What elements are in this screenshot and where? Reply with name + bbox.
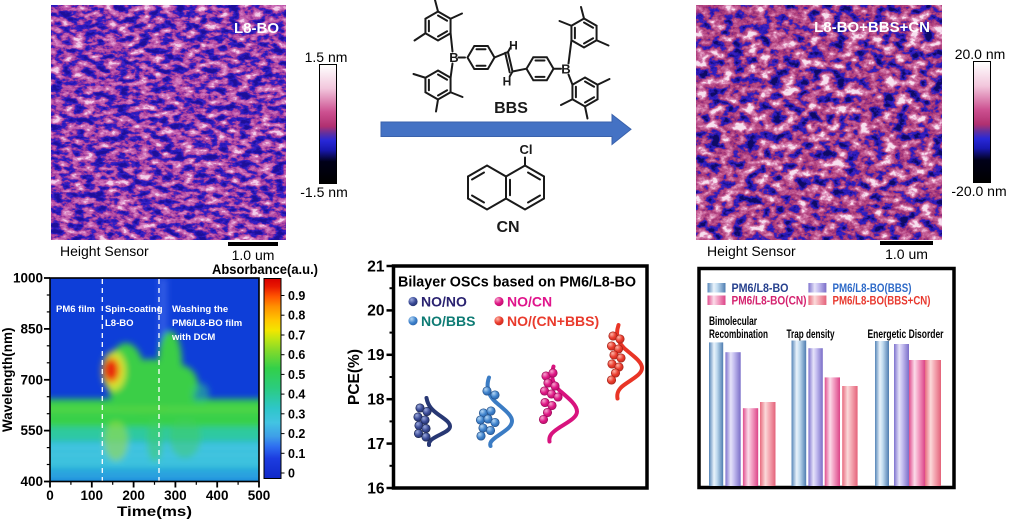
svg-text:0.5: 0.5 <box>288 368 305 382</box>
svg-text:Absorbance(a.u.): Absorbance(a.u.) <box>212 261 318 277</box>
svg-text:PM6 film: PM6 film <box>56 304 95 315</box>
svg-text:B: B <box>561 62 570 77</box>
svg-text:550: 550 <box>20 423 43 438</box>
svg-text:L8-BO+BBS+CN: L8-BO+BBS+CN <box>814 19 930 36</box>
svg-text:400: 400 <box>20 474 43 489</box>
svg-text:0: 0 <box>46 488 54 503</box>
svg-text:16: 16 <box>367 480 385 497</box>
svg-text:0.4: 0.4 <box>288 388 305 402</box>
svg-text:PM6/L8-BO: PM6/L8-BO <box>732 283 789 295</box>
svg-text:500: 500 <box>248 488 271 503</box>
svg-text:NO/BBS: NO/BBS <box>421 313 475 329</box>
svg-text:Trap density: Trap density <box>787 329 835 341</box>
svg-text:0: 0 <box>288 467 295 481</box>
svg-text:L8-BO: L8-BO <box>234 20 279 37</box>
svg-text:0.9: 0.9 <box>288 289 305 303</box>
svg-text:Energetic Disorder: Energetic Disorder <box>868 329 944 341</box>
svg-text:19: 19 <box>367 347 385 364</box>
svg-text:0.1: 0.1 <box>288 447 305 461</box>
svg-text:18: 18 <box>367 392 385 409</box>
svg-text:Washing the: Washing the <box>172 304 228 315</box>
svg-text:17: 17 <box>367 436 384 453</box>
svg-text:Bilayer OSCs based on PM6/L8-B: Bilayer OSCs based on PM6/L8-BO <box>398 275 636 291</box>
svg-text:Wavelength(nm): Wavelength(nm) <box>0 328 15 433</box>
svg-text:Recombination: Recombination <box>709 329 768 341</box>
svg-text:BBS: BBS <box>494 100 528 117</box>
svg-text:21: 21 <box>367 258 385 275</box>
svg-text:700: 700 <box>20 372 43 387</box>
svg-text:B: B <box>449 50 458 65</box>
svg-text:0.6: 0.6 <box>288 348 305 362</box>
svg-text:Bimolecular: Bimolecular <box>709 316 757 328</box>
svg-text:NO/CN: NO/CN <box>507 294 552 310</box>
svg-text:850: 850 <box>20 321 43 336</box>
svg-text:CN: CN <box>496 219 519 236</box>
svg-text:0.3: 0.3 <box>288 407 305 421</box>
svg-text:400: 400 <box>206 488 229 503</box>
svg-text:PM6/L8-BO film: PM6/L8-BO film <box>172 318 242 329</box>
svg-text:NO/(CN+BBS): NO/(CN+BBS) <box>507 313 599 329</box>
svg-text:NO/NO: NO/NO <box>421 294 467 310</box>
svg-text:100: 100 <box>81 488 104 503</box>
svg-text:PM6/L8-BO(BBS+CN): PM6/L8-BO(BBS+CN) <box>833 296 931 308</box>
svg-text:1000: 1000 <box>13 271 43 286</box>
svg-text:Time(ms): Time(ms) <box>117 503 192 519</box>
svg-text:Cl: Cl <box>520 142 533 157</box>
svg-text:0.7: 0.7 <box>288 329 305 343</box>
svg-text:0.8: 0.8 <box>288 309 305 323</box>
svg-text:20: 20 <box>367 303 384 320</box>
svg-text:PM6/L8-BO(BBS): PM6/L8-BO(BBS) <box>833 283 912 295</box>
svg-text:200: 200 <box>122 488 145 503</box>
svg-text:PM6/L8-BO(CN): PM6/L8-BO(CN) <box>732 296 807 308</box>
svg-text:H: H <box>503 75 512 89</box>
svg-text:Spin-coating: Spin-coating <box>105 304 163 315</box>
svg-text:PCE(%): PCE(%) <box>346 349 363 405</box>
svg-text:H: H <box>509 39 518 53</box>
svg-text:with DCM: with DCM <box>171 332 215 343</box>
svg-text:300: 300 <box>164 488 187 503</box>
svg-text:0.2: 0.2 <box>288 427 305 441</box>
svg-text:L8-BO: L8-BO <box>105 318 134 329</box>
